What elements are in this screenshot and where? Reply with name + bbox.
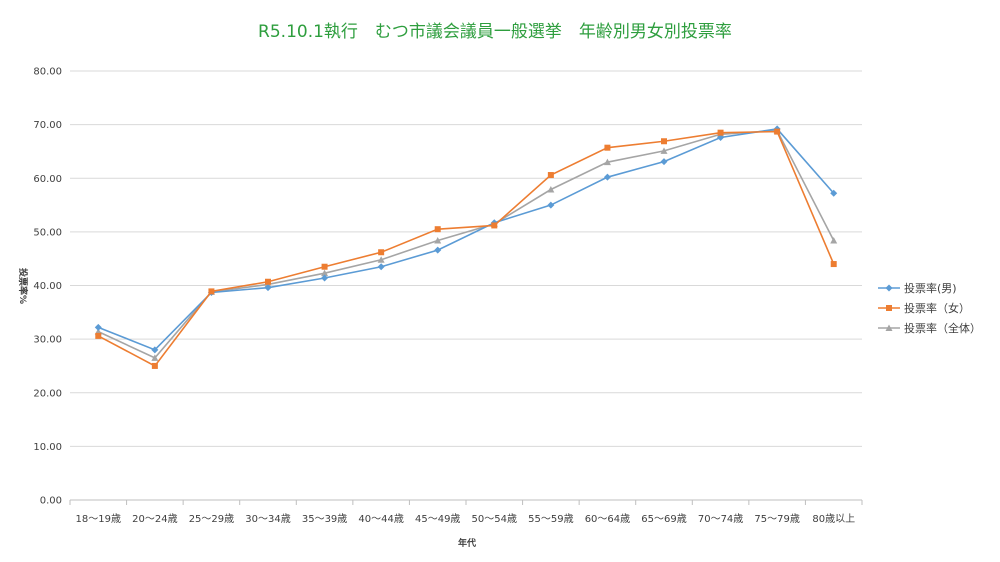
series-line <box>97 130 835 367</box>
series-lines <box>94 125 838 369</box>
series-3 <box>94 127 838 361</box>
series-2 <box>95 128 837 369</box>
x-tick-label: 65～69歳 <box>641 513 686 525</box>
data-point <box>830 236 838 244</box>
series-line <box>97 129 835 359</box>
data-point <box>265 278 271 285</box>
x-tick-label: 18～19歳 <box>76 513 121 525</box>
data-point <box>491 222 498 229</box>
y-tick-label: 30.00 <box>33 335 62 346</box>
data-point <box>321 269 329 277</box>
x-tick-label: 60～64歳 <box>585 513 630 525</box>
y-tick-label: 80.00 <box>33 67 62 78</box>
data-point <box>717 133 725 141</box>
data-point <box>434 226 441 233</box>
data-point <box>830 189 838 197</box>
y-tick-label: 10.00 <box>33 442 62 453</box>
x-tick-label: 30～34歳 <box>245 513 290 525</box>
data-point <box>717 129 724 136</box>
legend-entry: 投票率(男) <box>878 281 957 295</box>
y-axis-ticks: 0.00 10.00 20.00 30.00 40.00 50.00 60.00 70.00 8… <box>33 67 62 507</box>
data-point <box>151 346 159 354</box>
legend-label: 投票率（全体） <box>904 321 981 335</box>
data-point <box>208 288 215 295</box>
legend-marker <box>885 284 893 292</box>
x-tick-label: 50～54歳 <box>472 513 517 525</box>
x-tick-label: 35～39歳 <box>302 513 347 525</box>
data-point <box>547 186 555 193</box>
x-tick-label: 70～74歳 <box>698 513 743 525</box>
legend-marker <box>886 305 892 311</box>
legend-marker <box>885 324 893 331</box>
y-tick-label: 20.00 <box>33 388 62 399</box>
data-point <box>547 172 554 179</box>
data-point <box>774 128 781 135</box>
legend-entry: 投票率（女） <box>878 301 970 315</box>
series-1 <box>94 125 838 354</box>
x-tick-label: 80歳以上 <box>812 513 855 525</box>
data-point <box>321 274 329 282</box>
data-point <box>377 256 385 263</box>
legend-label: 投票率(男) <box>904 281 957 295</box>
data-point <box>660 147 668 154</box>
y-tick-label: 70.00 <box>33 120 62 131</box>
y-tick-label: 60.00 <box>33 174 62 185</box>
data-point <box>434 236 442 244</box>
data-point <box>830 261 837 268</box>
data-point <box>378 249 385 256</box>
data-point <box>660 158 668 166</box>
legend-entry: 投票率（全体） <box>878 321 981 335</box>
gridlines <box>70 70 862 501</box>
data-point <box>604 144 611 151</box>
data-point <box>264 284 272 292</box>
data-point <box>603 173 611 181</box>
series-line <box>97 128 835 351</box>
x-tick-label: 45～49歳 <box>415 513 460 525</box>
y-tick-label: 0.00 <box>40 496 62 507</box>
legend-label: 投票率（女） <box>904 301 970 315</box>
x-axis-label: 年代 <box>458 537 476 549</box>
x-tick-label: 40～44歳 <box>358 513 403 525</box>
y-tick-label: 50.00 <box>33 227 62 238</box>
data-point <box>661 138 667 145</box>
data-point <box>95 332 102 339</box>
data-point <box>94 323 102 331</box>
x-axis-ticks: 18～19歳 20～24歳 25～29歳 30～34歳 35～39歳 40～44歳 45～4… <box>69 500 863 525</box>
data-point <box>151 354 159 361</box>
data-point <box>151 362 158 369</box>
data-point <box>321 263 328 270</box>
x-tick-label: 25～29歳 <box>189 513 234 525</box>
x-tick-label: 20～24歳 <box>132 513 177 525</box>
y-tick-label: 40.00 <box>33 281 62 292</box>
data-point <box>547 201 555 209</box>
y-axis-label: 投票率% <box>17 268 29 304</box>
legend: 投票率(男) 投票率（女） 投票率（全体） <box>878 281 981 335</box>
data-point <box>434 246 442 254</box>
x-tick-label: 75～79歳 <box>754 513 799 525</box>
x-tick-label: 55～59歳 <box>528 513 573 525</box>
data-point <box>377 263 385 271</box>
chart-title: R5.10.1執行 むつ市議会議員一般選挙 年齢別男女別投票率 <box>258 22 732 42</box>
data-point <box>603 158 611 166</box>
